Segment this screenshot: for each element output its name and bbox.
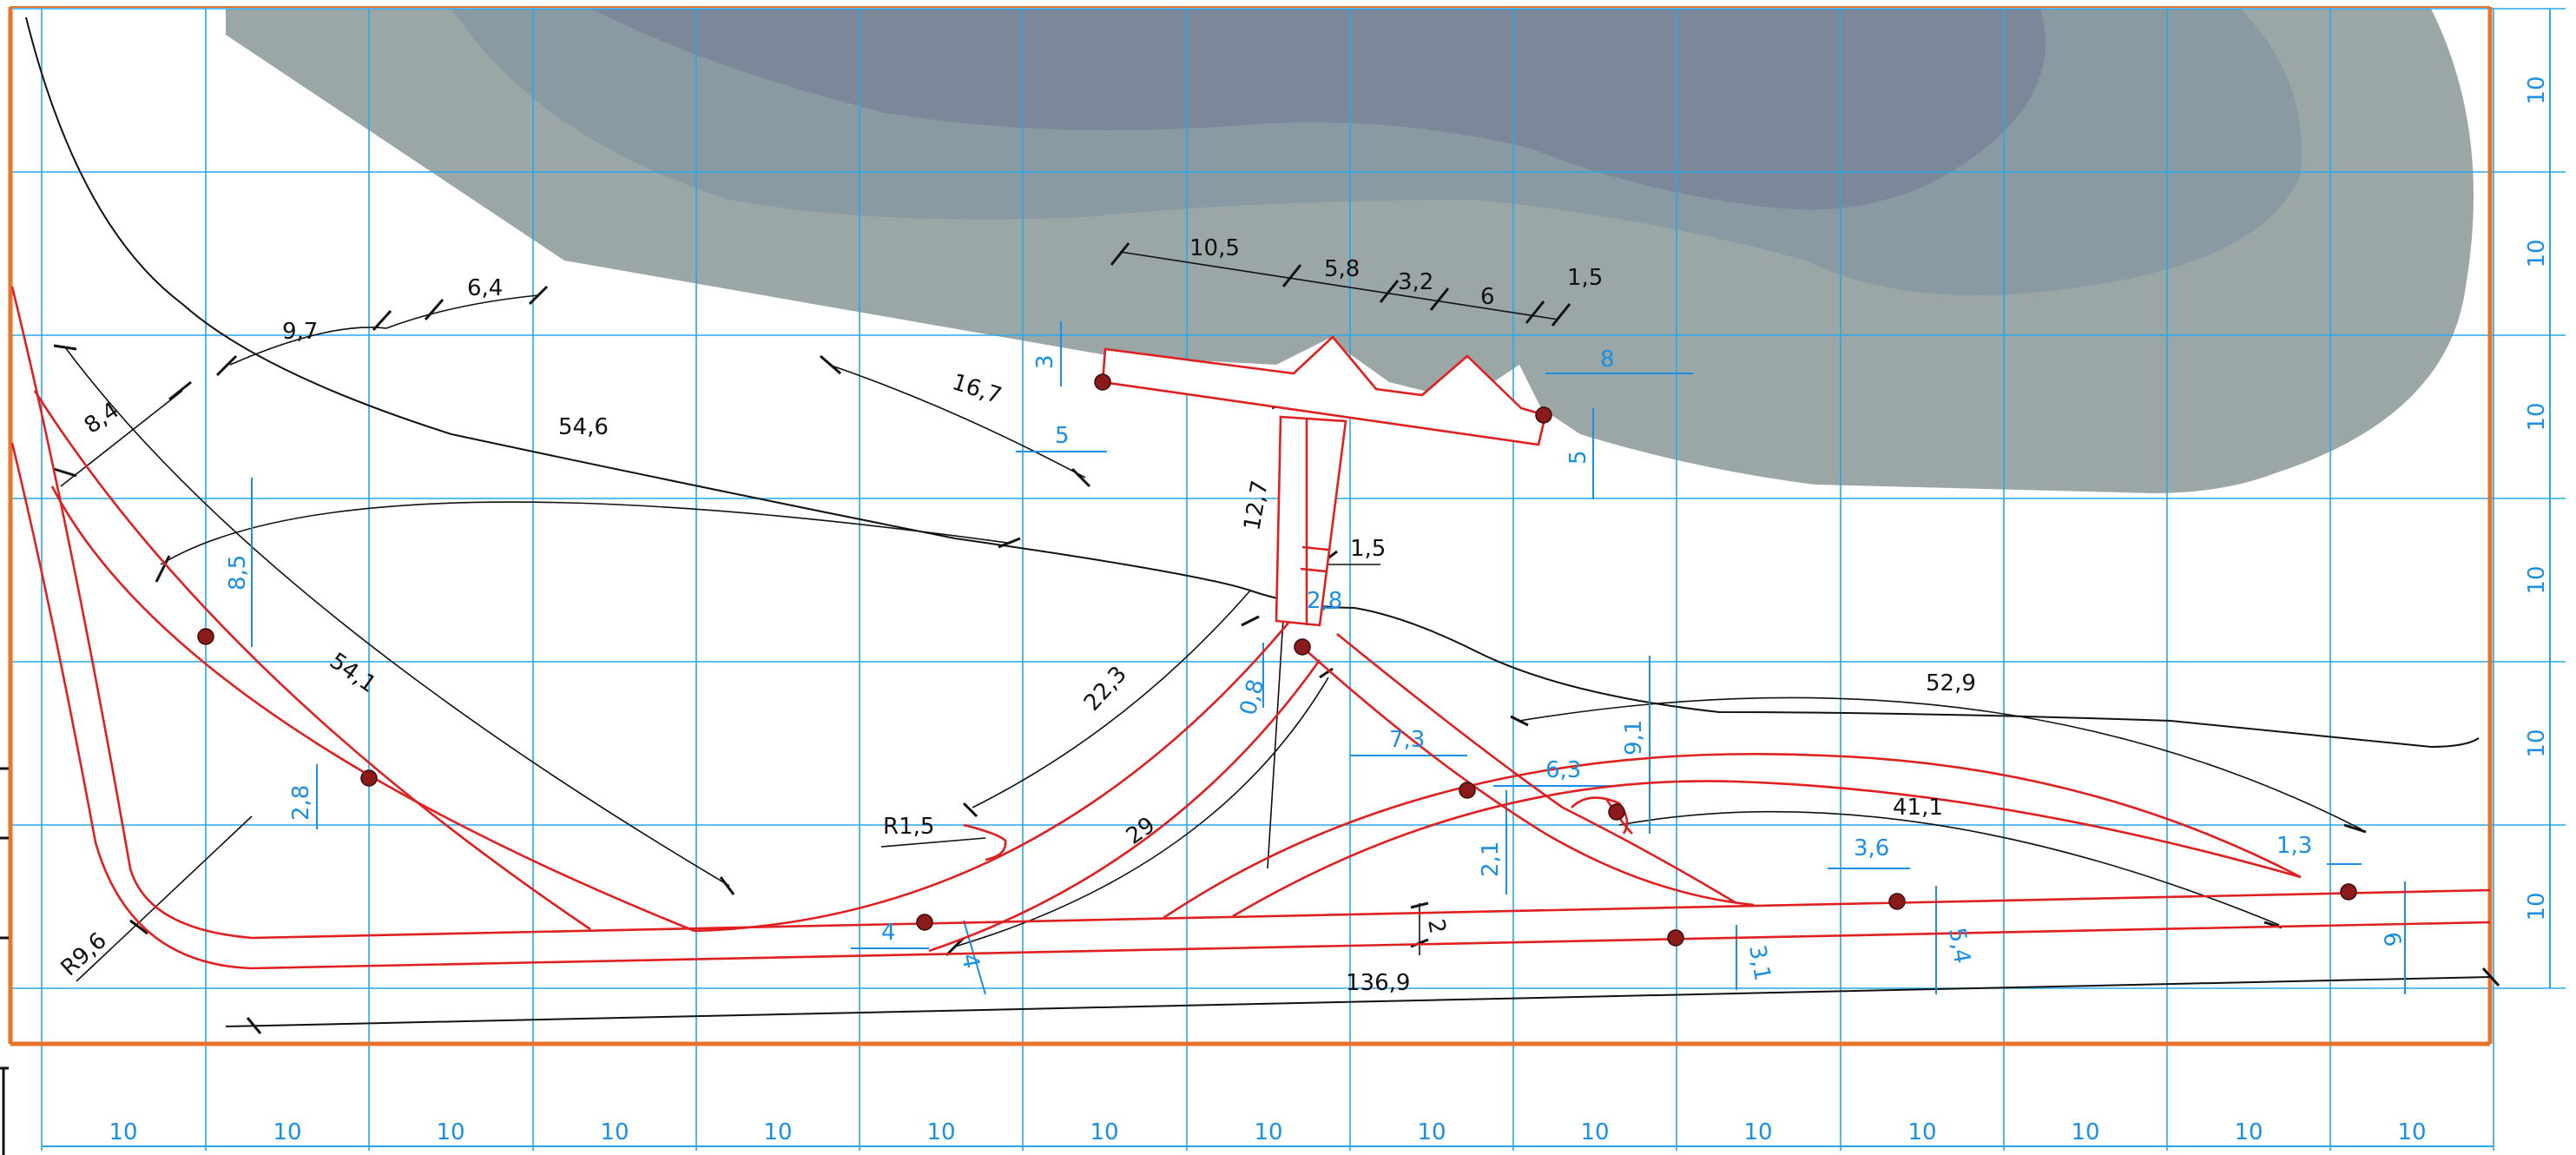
- dim-label: 1,3: [2276, 833, 2312, 859]
- grid: [9, 8, 2566, 1151]
- grid-dim-label: 10: [2524, 402, 2550, 431]
- grid-dim-label: 10: [1090, 1119, 1118, 1145]
- dim-label: 54,6: [558, 414, 609, 440]
- dim-label: 2,8: [1307, 588, 1342, 614]
- left-edge-ticks: [0, 767, 9, 1155]
- dim-label: 8,5: [225, 555, 251, 591]
- grid-dim-label: 10: [763, 1119, 792, 1145]
- grid-dim-label: 10: [1417, 1119, 1446, 1145]
- dim-label: 5,4: [1943, 926, 1975, 966]
- dim-label: 3,2: [1398, 269, 1433, 295]
- node-point: [1459, 782, 1476, 799]
- node-point: [1608, 803, 1625, 821]
- dim-label: 7,3: [1389, 727, 1425, 753]
- dim-label: 1,5: [1567, 265, 1603, 291]
- node-point: [1094, 373, 1111, 391]
- node-point: [1667, 929, 1684, 947]
- dim-label: 6,4: [467, 275, 503, 301]
- grid-dim-label: 10: [926, 1119, 955, 1145]
- dim-label: 3,6: [1854, 835, 1889, 861]
- dim-label: 54,1: [325, 648, 381, 698]
- grid-dim-label: 10: [2524, 892, 2550, 921]
- dim-label: 3,1: [1743, 943, 1776, 983]
- node-point: [1294, 638, 1311, 656]
- blue-dimension-labels: 3 5 8 5 8,5 2,8 2,8 0,8 7,3 6,3 9,1 2,1 …: [225, 346, 2406, 983]
- track-lines: [10, 286, 2491, 970]
- water-inner: [590, 9, 2046, 210]
- grid-dim-label: 10: [1907, 1119, 1936, 1145]
- dim-label: 4: [956, 952, 984, 971]
- dim-label: 4: [881, 920, 896, 946]
- dim-label: 1,5: [1350, 536, 1386, 562]
- grid-dim-label: 10: [436, 1119, 464, 1145]
- dim-label: 2,8: [288, 785, 314, 821]
- track-nodes: [197, 373, 2357, 947]
- dim-label: 10,5: [1189, 235, 1240, 261]
- grid-dim-label: 10: [2524, 565, 2550, 594]
- node-point: [916, 914, 933, 931]
- dim-label: 136,9: [1346, 970, 1410, 996]
- grid-dim-label: 10: [1743, 1119, 1772, 1145]
- site-boundary: [8, 6, 2493, 1046]
- dim-label: 6: [2377, 930, 2405, 949]
- dim-label: 9,1: [1621, 720, 1647, 756]
- dim-label: 5: [1055, 423, 1070, 449]
- dim-label: 3: [1032, 354, 1058, 369]
- node-point: [1535, 406, 1552, 424]
- dim-label: 6,3: [1545, 757, 1581, 783]
- dim-label: 9,7: [282, 319, 318, 345]
- node-point: [197, 628, 214, 645]
- dim-label: 5,8: [1324, 256, 1360, 282]
- dim-label: 2,1: [1478, 842, 1504, 877]
- dim-label: R1,5: [883, 814, 934, 840]
- dim-label: 52,9: [1926, 670, 1976, 696]
- grid-dim-label: 10: [2397, 1119, 2426, 1145]
- grid-dim-label: 10: [273, 1119, 301, 1145]
- grid-dim-label: 10: [2524, 239, 2550, 267]
- dim-label: 16,7: [949, 369, 1005, 409]
- grid-dim-label: 10: [1254, 1119, 1282, 1145]
- grid-dim-label: 10: [2234, 1119, 2263, 1145]
- grid-dim-label: 10: [2524, 76, 2550, 104]
- bottom-dim-labels: 10 10 10 10 10 10 10 10 10 10 10 10 10 1…: [109, 1119, 2426, 1145]
- grid-dim-label: 10: [2071, 1119, 2099, 1145]
- node-point: [360, 769, 378, 787]
- grid-dim-label: 10: [600, 1119, 629, 1145]
- dim-label: 41,1: [1893, 795, 1943, 821]
- node-point: [1888, 893, 1906, 910]
- dimension-leaders-black: [60, 251, 2362, 982]
- dim-label: 29: [1122, 812, 1160, 850]
- dim-label: 12,7: [1239, 478, 1274, 532]
- grid-dim-label: 10: [109, 1119, 137, 1145]
- dim-label: 0,8: [1235, 676, 1270, 718]
- grid-dim-label: 10: [2524, 729, 2550, 757]
- grid-dim-label: 10: [1580, 1119, 1609, 1145]
- right-dim-labels: 10 10 10 10 10 10: [2524, 76, 2550, 921]
- dim-label: 2: [1422, 917, 1450, 936]
- node-point: [2340, 883, 2357, 901]
- dim-label: 6: [1480, 284, 1495, 310]
- dim-label: 8,4: [80, 397, 124, 439]
- dim-label: 5: [1565, 450, 1591, 465]
- pier: [1101, 335, 1547, 627]
- dim-label: 22,3: [1079, 662, 1132, 716]
- dim-label: 8: [1600, 346, 1615, 373]
